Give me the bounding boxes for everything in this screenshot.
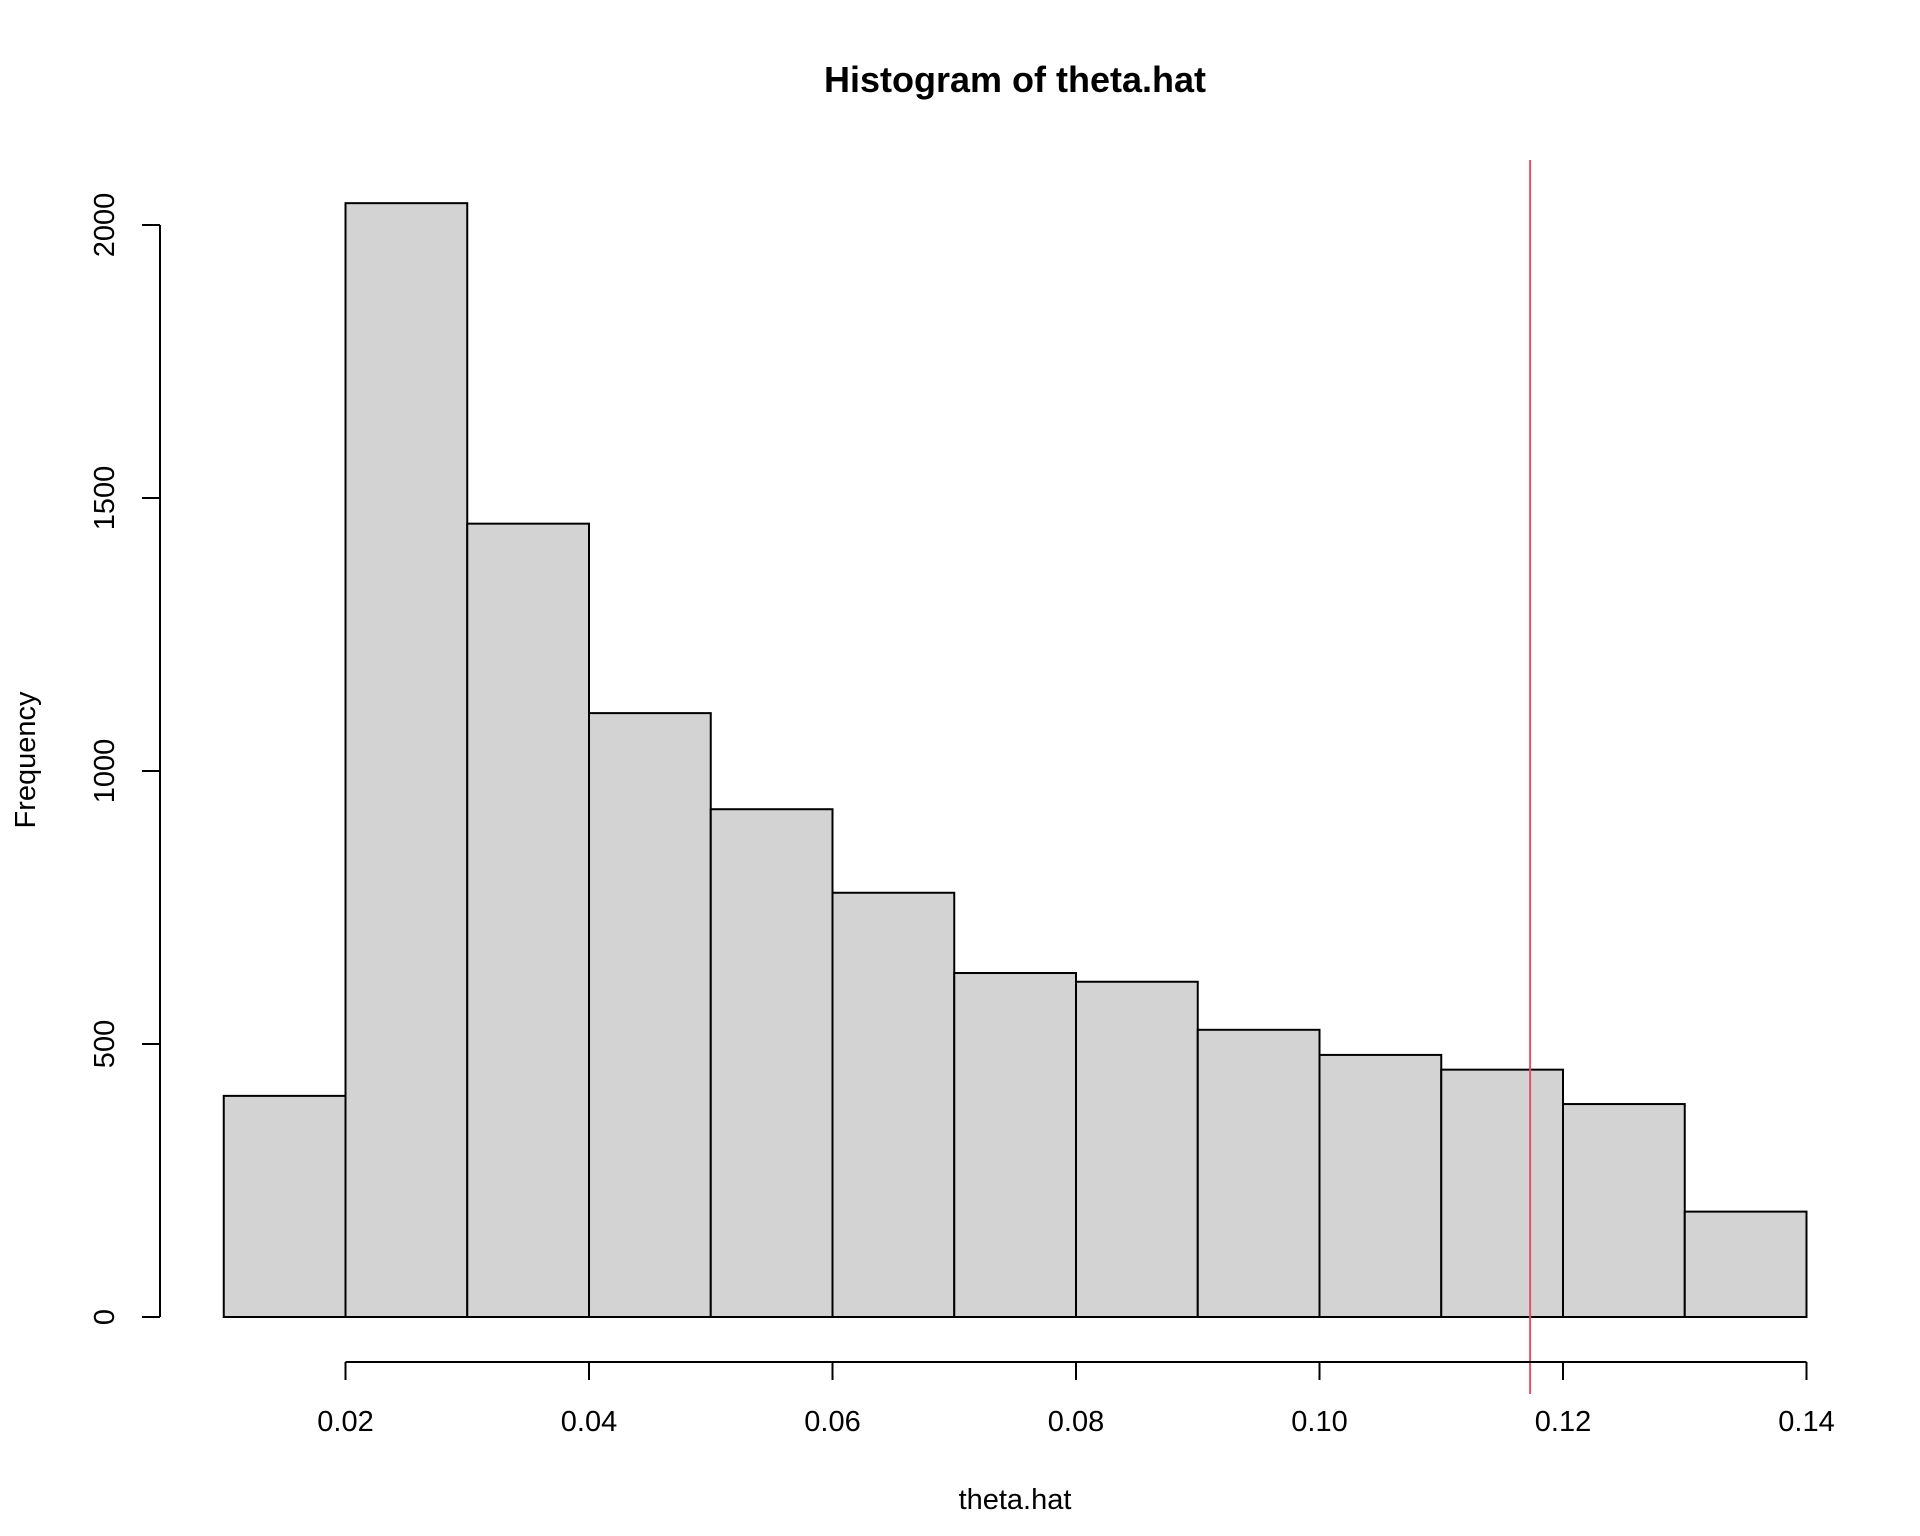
y-tick-label: 1000 bbox=[89, 739, 121, 804]
histogram-bar bbox=[831, 891, 956, 1318]
y-axis: 0 500 1000 1500 2000 bbox=[89, 193, 161, 1325]
histogram-bar bbox=[953, 972, 1077, 1319]
x-axis: 0.02 0.04 0.06 0.08 0.10 0.12 0.14 bbox=[317, 1361, 1835, 1438]
x-tick-label: 0.12 bbox=[1535, 1406, 1591, 1438]
histogram-bar bbox=[466, 522, 590, 1318]
histogram-bar bbox=[1440, 1068, 1564, 1318]
histogram-bar bbox=[1562, 1103, 1686, 1319]
histogram-bar bbox=[344, 202, 469, 1318]
histogram-bar bbox=[1196, 1028, 1321, 1318]
y-tick-label: 500 bbox=[89, 1020, 121, 1068]
x-tick-label: 0.06 bbox=[804, 1406, 860, 1438]
x-tick-label: 0.10 bbox=[1291, 1406, 1347, 1438]
x-tick-label: 0.02 bbox=[317, 1406, 373, 1438]
x-tick-label: 0.08 bbox=[1048, 1406, 1104, 1438]
chart-title: Histogram of theta.hat bbox=[824, 59, 1206, 100]
y-tick-label: 1500 bbox=[89, 466, 121, 531]
histogram-bar bbox=[222, 1094, 347, 1318]
x-tick-label: 0.14 bbox=[1778, 1406, 1834, 1438]
histogram-bar bbox=[709, 808, 834, 1318]
y-tick-label: 0 bbox=[89, 1309, 121, 1325]
histogram-bar bbox=[1683, 1210, 1808, 1318]
bars-layer bbox=[222, 202, 1808, 1319]
histogram-bar bbox=[1075, 980, 1199, 1318]
y-axis-label: Frequency bbox=[10, 691, 42, 829]
x-tick-label: 0.04 bbox=[561, 1406, 617, 1438]
y-tick-label: 2000 bbox=[89, 193, 121, 258]
x-axis-label: theta.hat bbox=[959, 1484, 1072, 1516]
histogram-bar bbox=[1318, 1053, 1443, 1319]
histogram-bar bbox=[588, 712, 712, 1318]
